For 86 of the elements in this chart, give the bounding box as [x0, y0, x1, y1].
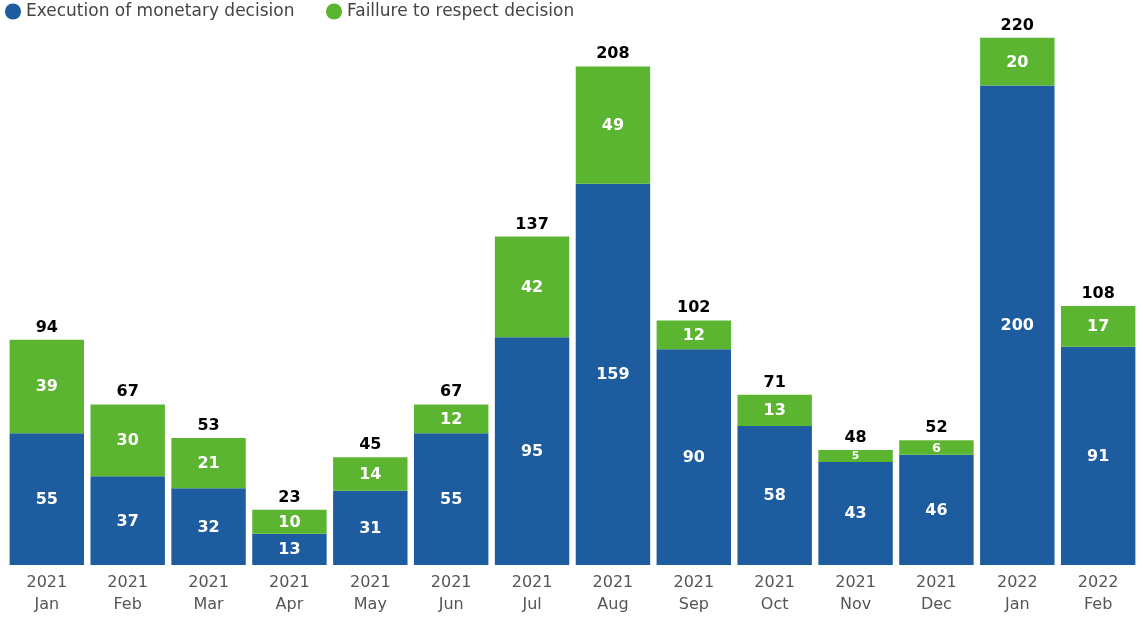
x-tick-label: 2022 Jan [996, 571, 1038, 613]
bar [656, 320, 732, 350]
total-label: 53 [197, 414, 220, 434]
x-tick-label: 2021 Sep [673, 571, 715, 613]
total-label: 137 [515, 213, 549, 233]
bar [252, 533, 327, 565]
bar [818, 461, 893, 565]
data-label: 32 [197, 516, 220, 536]
x-tick-label: 2021 Aug [592, 571, 634, 613]
total-label: 94 [35, 316, 58, 336]
data-label: 21 [197, 453, 220, 473]
total-label: 52 [925, 417, 948, 437]
data-label: 91 [1087, 445, 1110, 465]
total-label: 67 [440, 381, 463, 401]
legend-label: Execution of monetary decision [26, 0, 295, 21]
total-label: 102 [677, 297, 711, 317]
data-label: 37 [116, 510, 139, 530]
bar [1060, 306, 1136, 347]
data-label: 46 [925, 499, 948, 519]
x-tick-label: 2021 Jan [26, 571, 68, 613]
data-label: 17 [1087, 316, 1110, 336]
bar [171, 437, 246, 489]
data-label: 49 [601, 115, 625, 135]
total-label: 71 [763, 371, 786, 391]
data-label: 14 [359, 463, 382, 483]
data-label: 12 [682, 324, 705, 344]
bar [1060, 346, 1136, 565]
total-label: 45 [359, 434, 382, 454]
bar [980, 37, 1055, 86]
data-label: 13 [763, 400, 786, 420]
data-label: 10 [278, 511, 301, 531]
total-label: 48 [844, 426, 867, 446]
bar [413, 433, 489, 565]
data-label: 42 [520, 276, 544, 296]
x-tick-label: 2021 Jun [430, 571, 472, 613]
data-label: 6 [931, 439, 941, 455]
data-label: 90 [682, 447, 705, 467]
bar [252, 509, 327, 534]
bar [413, 404, 489, 434]
bar [9, 339, 85, 434]
data-label: 200 [1000, 315, 1035, 335]
bar [575, 183, 651, 565]
bar [737, 394, 812, 426]
data-label: 58 [763, 485, 786, 505]
data-label: 20 [1006, 51, 1029, 71]
total-label: 23 [278, 486, 301, 506]
total-label: 67 [116, 381, 139, 401]
bar [818, 449, 893, 462]
x-tick-label: 2021 May [349, 571, 391, 613]
x-tick-label: 2021 Jul [511, 571, 553, 613]
data-label: 31 [359, 517, 382, 537]
bar [333, 457, 408, 491]
x-tick-label: 2021 Apr [269, 571, 310, 613]
bar [90, 404, 165, 477]
bar [899, 454, 974, 565]
x-tick-label: 2022 Feb [1077, 571, 1119, 613]
bar [656, 349, 732, 565]
bar [494, 236, 570, 338]
x-tick-label: 2021 Feb [107, 571, 149, 613]
data-label: 13 [278, 539, 301, 559]
bar [575, 66, 651, 184]
data-label: 55 [35, 489, 58, 509]
total-label: 108 [1081, 283, 1115, 303]
total-label: 208 [596, 43, 630, 63]
bar [494, 337, 570, 565]
legend-label: Faillure to respect decision [347, 0, 575, 21]
data-label: 43 [844, 503, 867, 523]
x-tick-label: 2021 Mar [188, 571, 229, 613]
x-tick-label: 2021 Dec [916, 571, 957, 613]
data-label: 55 [440, 489, 463, 509]
data-label: 39 [35, 376, 58, 396]
data-label: 5 [851, 448, 860, 462]
bar [90, 476, 165, 565]
bar [737, 425, 812, 565]
bar [9, 433, 85, 565]
bar [333, 490, 408, 565]
x-tick-label: 2021 Nov [835, 571, 876, 613]
bar [899, 440, 974, 455]
data-label: 30 [116, 430, 139, 450]
data-label: 159 [596, 364, 630, 384]
total-label: 220 [1000, 14, 1035, 34]
data-label: 95 [520, 441, 544, 461]
bar [980, 85, 1055, 565]
x-tick-label: 2021 Oct [754, 571, 796, 613]
bar [171, 488, 246, 565]
data-label: 12 [440, 408, 463, 428]
